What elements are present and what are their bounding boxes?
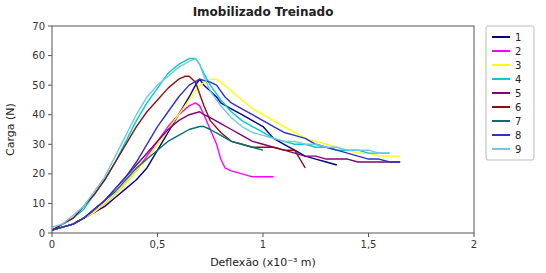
y-tick-label: 50 xyxy=(32,80,45,91)
series-line xyxy=(52,103,274,230)
legend-label: 8 xyxy=(515,130,521,141)
x-axis-label: Deflexão (x10⁻³ m) xyxy=(210,256,316,269)
legend-label: 6 xyxy=(515,102,521,113)
y-tick xyxy=(48,85,52,86)
series-line xyxy=(52,112,400,230)
legend-box xyxy=(486,26,534,160)
x-tick xyxy=(52,233,53,237)
legend-label: 1 xyxy=(515,32,521,43)
series-line xyxy=(52,79,337,230)
legend-swatch xyxy=(492,148,510,150)
plot-area xyxy=(52,59,400,231)
y-tick xyxy=(48,203,52,204)
chart: Imobilizado Treinado00,511,5201020304050… xyxy=(0,0,546,273)
legend-swatch xyxy=(492,120,510,122)
y-tick xyxy=(48,233,52,234)
y-tick xyxy=(48,144,52,145)
x-tick xyxy=(157,233,158,237)
series-line xyxy=(52,76,305,230)
legend: 1 2 3 4 5 6 7 8 9 xyxy=(486,26,534,160)
y-tick xyxy=(48,114,52,115)
legend-swatch xyxy=(492,50,510,52)
title: Imobilizado Treinado xyxy=(193,5,334,19)
x-tick xyxy=(368,233,369,237)
y-tick-label: 20 xyxy=(32,168,45,179)
x-tick-label: 0,5 xyxy=(150,239,166,250)
legend-swatch xyxy=(492,134,510,136)
y-tick-label: 40 xyxy=(32,109,45,120)
legend-swatch xyxy=(492,64,510,66)
legend-label: 2 xyxy=(515,46,521,57)
legend-label: 9 xyxy=(515,144,521,155)
x-tick-label: 0 xyxy=(49,239,55,250)
axes: 00,511,52010203040506070 xyxy=(32,21,477,251)
y-tick xyxy=(48,26,52,27)
x-tick xyxy=(474,233,475,237)
y-axis-label: Carga (N) xyxy=(4,103,17,156)
y-tick-label: 70 xyxy=(32,21,45,32)
plot-frame xyxy=(52,26,474,233)
series-line xyxy=(52,127,263,230)
legend-swatch xyxy=(492,78,510,80)
y-tick xyxy=(48,55,52,56)
x-tick xyxy=(263,233,264,237)
legend-label: 3 xyxy=(515,60,521,71)
y-tick-label: 30 xyxy=(32,139,45,150)
series-line xyxy=(52,59,390,228)
x-tick-label: 2 xyxy=(471,239,477,250)
series-line xyxy=(52,59,390,231)
y-tick-label: 10 xyxy=(32,198,45,209)
y-tick xyxy=(48,173,52,174)
legend-swatch xyxy=(492,92,510,94)
y-tick-label: 60 xyxy=(32,50,45,61)
y-tick-label: 0 xyxy=(39,228,45,239)
legend-label: 7 xyxy=(515,116,521,127)
series-line xyxy=(52,79,400,230)
x-tick-label: 1,5 xyxy=(361,239,377,250)
x-tick-label: 1 xyxy=(260,239,266,250)
legend-label: 5 xyxy=(515,88,521,99)
legend-swatch xyxy=(492,36,510,38)
legend-swatch xyxy=(492,106,510,108)
series-line xyxy=(52,79,400,230)
legend-label: 4 xyxy=(515,74,521,85)
